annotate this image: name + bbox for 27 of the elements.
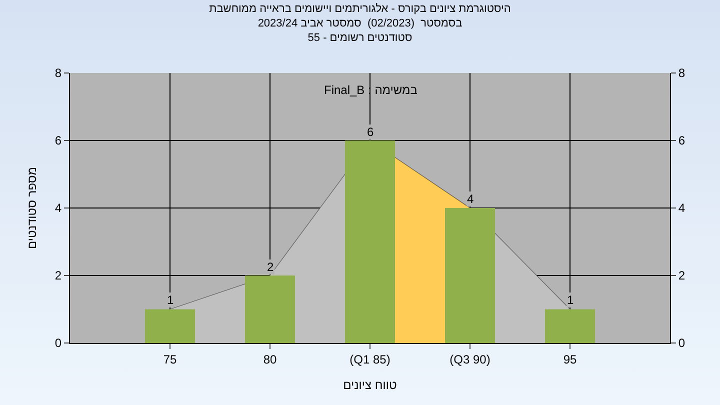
y-tick-label: 4 [54,201,62,216]
y2-tick-label: 8 [678,66,686,80]
y-tick-label: 0 [54,336,62,350]
x-tick-label: (Q1 85) [350,352,390,366]
x-tick-label: 95 [563,352,577,366]
data-label: 4 [467,192,474,206]
y-tick-label: 2 [54,268,62,283]
x-axis-title: טווח ציונים [343,378,398,392]
data-label: 1 [167,293,174,307]
bar [145,309,195,343]
bar [545,309,595,343]
y2-tick-label: 2 [678,268,686,283]
x-tick-label: 75 [163,352,177,366]
data-label: 2 [267,260,274,274]
y2-tick-label: 4 [678,201,686,216]
x-tick-label: (Q3 90) [450,352,490,366]
chart-subtitle: בסמסטר (02/2023) סמסטר אביב 2023/24 סטודנטים רשומים - 55 [258,17,463,44]
y-tick-label: 6 [54,134,62,148]
y2-tick-label: 6 [678,134,686,148]
data-label: 1 [567,293,574,307]
data-label: 6 [367,125,374,139]
y2-tick-label: 0 [678,336,686,350]
y-axis-title: מספר סטודנטים [25,166,39,250]
bar [245,276,295,343]
chart-title: היסטוגרמת ציונים בקורס - אלגוריתמים ויישומים בראייה ממוחשבת [209,3,511,16]
y-tick-label: 8 [54,66,62,80]
x-tick-label: 80 [263,352,277,366]
